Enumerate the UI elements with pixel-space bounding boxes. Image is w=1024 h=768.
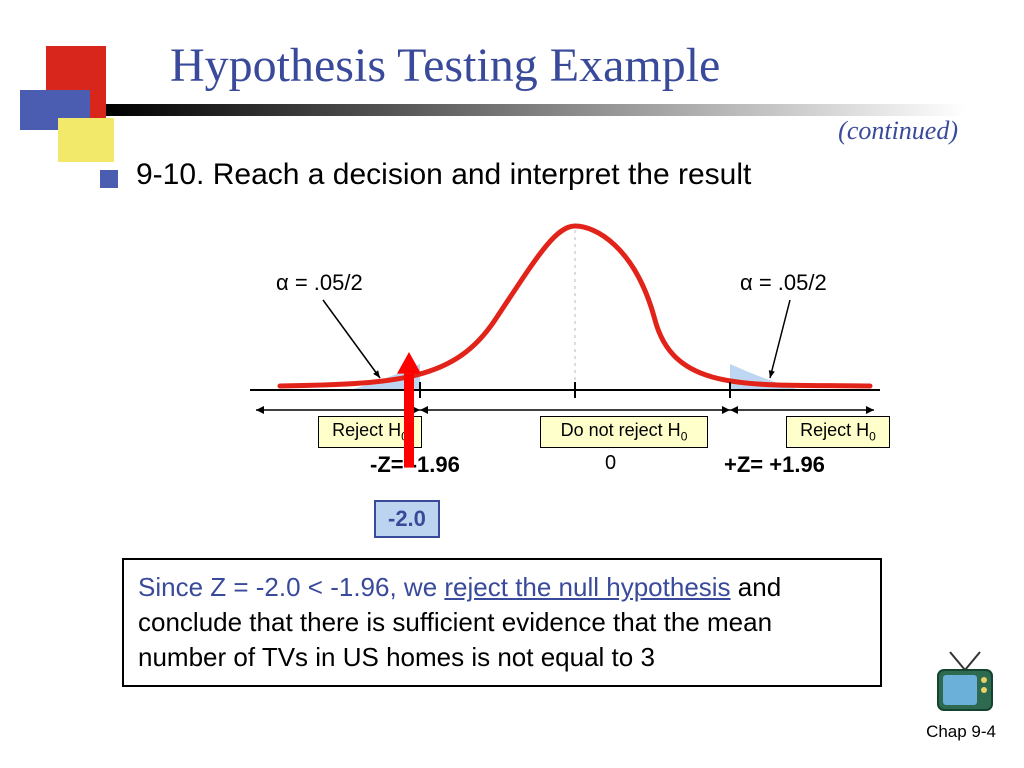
z-positive-label: +Z= +1.96 [724,452,825,478]
footer-page: Chap 9-4 [926,722,996,742]
no-reject-region: Do not reject H0 [540,416,708,448]
test-statistic-box: -2.0 [374,500,440,538]
conclusion-box: Since Z = -2.0 < -1.96, we reject the nu… [122,558,882,687]
tv-icon [930,650,1000,720]
test-statistic-arrow [394,352,424,470]
zero-label: 0 [605,452,616,475]
conclusion-underline: reject the null hypothesis [444,572,730,602]
reject-region-right: Reject H0 [786,416,890,448]
conclusion-lead: Since Z = -2.0 < -1.96, we [138,572,444,602]
